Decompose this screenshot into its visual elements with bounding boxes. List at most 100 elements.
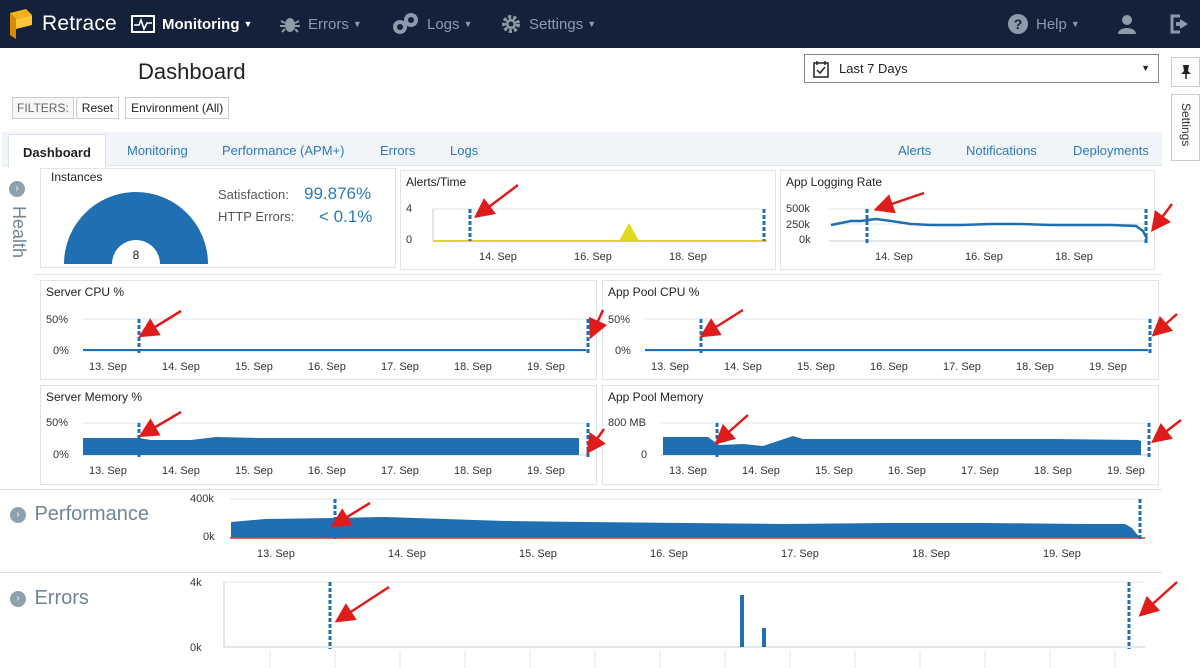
svg-text:0%: 0%: [53, 449, 69, 461]
tab-monitoring[interactable]: Monitoring: [127, 143, 188, 158]
svg-text:16. Sep: 16. Sep: [965, 251, 1003, 263]
svg-text:?: ?: [1014, 16, 1023, 32]
svg-text:4: 4: [406, 203, 412, 215]
svg-text:13. Sep: 13. Sep: [89, 465, 127, 477]
top-navbar: Retrace Monitoring ▼ Errors ▼ Logs ▼ Settin…: [0, 0, 1200, 48]
svg-text:19. Sep: 19. Sep: [1043, 548, 1081, 560]
logout-icon: [1170, 14, 1188, 34]
app-pool-cpu-title: App Pool CPU %: [608, 285, 700, 299]
svg-text:17. Sep: 17. Sep: [943, 361, 981, 373]
nav-settings[interactable]: Settings ▼: [500, 0, 596, 48]
logs-icon: [393, 13, 418, 34]
svg-text:500k: 500k: [786, 203, 810, 215]
alert-spike: [619, 223, 639, 241]
svg-text:14. Sep: 14. Sep: [724, 361, 762, 373]
instances-gauge[interactable]: 8: [61, 179, 211, 265]
nav-help[interactable]: ? Help ▼: [1007, 0, 1080, 48]
svg-text:18. Sep: 18. Sep: [1055, 251, 1093, 263]
nav-settings-label: Settings: [529, 15, 584, 33]
error-bar: [740, 595, 744, 647]
environment-filter-button[interactable]: Environment (All): [125, 97, 230, 119]
chevron-circle-icon: ›: [10, 590, 26, 607]
tab-deployments[interactable]: Deployments: [1073, 143, 1149, 158]
nav-errors-label: Errors: [308, 15, 349, 33]
filters-label: FILTERS:: [12, 97, 74, 119]
calendar-check-icon: [813, 60, 829, 78]
svg-text:14. Sep: 14. Sep: [388, 548, 426, 560]
nav-monitoring[interactable]: Monitoring ▼: [131, 0, 252, 48]
nav-help-label: Help: [1036, 15, 1067, 33]
performance-label: Performance: [34, 503, 149, 525]
health-label: Health: [9, 206, 29, 259]
alerts-time-chart[interactable]: 4 0 14. Sep 16. Sep 18. Sep: [401, 171, 777, 271]
nav-logout[interactable]: [1168, 0, 1197, 48]
help-icon: ?: [1008, 14, 1028, 34]
chevron-circle-icon: ›: [9, 180, 25, 197]
tab-logs[interactable]: Logs: [450, 143, 479, 158]
filters-bar: FILTERS: Reset Environment (All): [12, 97, 230, 119]
tab-alerts[interactable]: Alerts: [898, 143, 932, 158]
tab-dashboard[interactable]: Dashboard: [8, 134, 106, 168]
svg-text:18. Sep: 18. Sep: [1016, 361, 1054, 373]
chevron-circle-icon: ›: [10, 506, 26, 523]
server-cpu-panel: Server CPU % 50% 0% 13. Sep 14. Sep 15. …: [40, 280, 597, 380]
tab-errors[interactable]: Errors: [380, 143, 416, 158]
svg-text:0%: 0%: [615, 345, 631, 357]
app-logging-rate-chart[interactable]: 500k 250k 0k 14. Sep 16. Sep 18. Sep: [781, 171, 1156, 271]
svg-text:15. Sep: 15. Sep: [235, 361, 273, 373]
brand[interactable]: Retrace: [8, 9, 117, 39]
settings-side-tab[interactable]: Settings: [1171, 94, 1200, 161]
health-section-toggle[interactable]: › Health: [9, 180, 31, 270]
svg-text:13. Sep: 13. Sep: [669, 465, 707, 477]
tab-notifications[interactable]: Notifications: [966, 143, 1037, 158]
settings-side-label: Settings: [1179, 103, 1193, 147]
svg-text:4k: 4k: [190, 577, 202, 589]
svg-text:18. Sep: 18. Sep: [669, 251, 707, 263]
svg-text:17. Sep: 17. Sep: [781, 548, 819, 560]
svg-text:15. Sep: 15. Sep: [519, 548, 557, 560]
server-memory-chart[interactable]: 50% 0% 13. Sep 14. Sep 15. Sep 16. Sep 1…: [41, 386, 598, 486]
reset-filter-button[interactable]: Reset: [75, 97, 120, 119]
satisfaction-value: 99.876%: [304, 184, 372, 203]
date-range-select[interactable]: Last 7 Days ▼: [804, 54, 1159, 83]
http-errors-value: < 0.1%: [319, 207, 373, 226]
tab-performance[interactable]: Performance (APM+): [222, 143, 345, 158]
nav-errors[interactable]: Errors ▼: [279, 0, 362, 48]
app-pool-memory-panel: App Pool Memory 800 MB 0 13. Sep 14. Sep…: [602, 385, 1159, 485]
errors-chart[interactable]: 4k 0k: [185, 573, 1160, 668]
svg-text:50%: 50%: [46, 417, 68, 429]
error-bar: [762, 628, 766, 647]
health-charts-group: [34, 274, 1162, 486]
svg-text:16. Sep: 16. Sep: [870, 361, 908, 373]
performance-section-toggle[interactable]: › Performance: [10, 503, 149, 526]
app-pool-cpu-chart[interactable]: 50% 0% 13. Sep 14. Sep 15. Sep 16. Sep 1…: [603, 281, 1160, 381]
svg-text:19. Sep: 19. Sep: [527, 465, 565, 477]
brand-name: Retrace: [42, 12, 117, 35]
page-title: Dashboard: [138, 59, 246, 84]
section-divider: [0, 572, 1162, 573]
nav-logs[interactable]: Logs ▼: [392, 0, 472, 48]
instances-panel: Instances 8 Satisfaction: 99.876% HTTP E…: [40, 168, 396, 268]
instances-title: Instances: [51, 170, 103, 184]
alerts-time-title: Alerts/Time: [406, 175, 467, 189]
svg-text:0: 0: [641, 449, 647, 461]
svg-text:50%: 50%: [46, 314, 68, 326]
svg-text:13. Sep: 13. Sep: [651, 361, 689, 373]
server-memory-panel: Server Memory % 50% 0% 13. Sep 14. Sep 1…: [40, 385, 597, 485]
user-icon: [1118, 15, 1136, 34]
server-cpu-title: Server CPU %: [46, 285, 125, 299]
dashboard-tabs: Dashboard Monitoring Performance (APM+) …: [2, 132, 1162, 168]
svg-text:0k: 0k: [799, 234, 811, 246]
svg-text:18. Sep: 18. Sep: [454, 465, 492, 477]
app-logging-rate-title: App Logging Rate: [786, 175, 883, 189]
app-pool-memory-title: App Pool Memory: [608, 390, 704, 404]
nav-user[interactable]: [1116, 0, 1145, 48]
app-pool-memory-chart[interactable]: 800 MB 0 13. Sep 14. Sep 15. Sep 16. Sep…: [603, 386, 1160, 486]
svg-text:15. Sep: 15. Sep: [235, 465, 273, 477]
errors-section-toggle[interactable]: › Errors: [10, 587, 89, 610]
svg-text:50%: 50%: [608, 314, 630, 326]
server-cpu-chart[interactable]: 50% 0% 13. Sep 14. Sep 15. Sep 16. Sep 1…: [41, 281, 598, 381]
svg-text:13. Sep: 13. Sep: [89, 361, 127, 373]
performance-chart[interactable]: 400k 0k 13. Sep 14. Sep 15. Sep 16. Sep …: [185, 490, 1160, 565]
pin-button[interactable]: [1171, 57, 1200, 87]
